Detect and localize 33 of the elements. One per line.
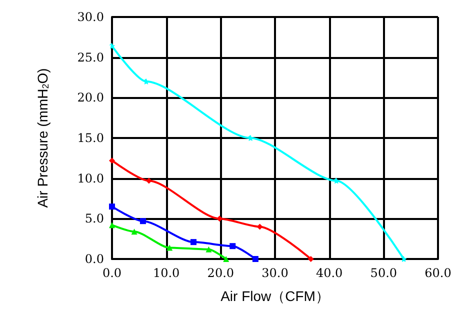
point bbox=[109, 158, 115, 164]
y-axis-title: Air Pressure (mmH2O) bbox=[34, 68, 50, 208]
point bbox=[308, 256, 314, 262]
x-axis-title: Air Flow（CFM） bbox=[220, 288, 330, 304]
x-tick-label: 40.0 bbox=[316, 266, 343, 280]
y-tick-label: 30.0 bbox=[77, 10, 104, 24]
point bbox=[248, 135, 254, 141]
y-tick-label: 0.0 bbox=[84, 252, 104, 266]
point bbox=[146, 178, 152, 184]
point bbox=[109, 222, 115, 228]
x-tick-label: 10.0 bbox=[152, 266, 180, 280]
y-tick-label: 10.0 bbox=[77, 171, 104, 186]
x-tick-label: 50.0 bbox=[370, 266, 398, 280]
point bbox=[223, 256, 230, 262]
x-tick-label: 30.0 bbox=[262, 266, 288, 280]
point bbox=[230, 243, 236, 250]
y-tick-label: 20.0 bbox=[77, 90, 104, 105]
y-tick-label: 15.0 bbox=[77, 131, 104, 145]
x-tick-label: 60.0 bbox=[424, 266, 452, 280]
y-tick-label: 25.0 bbox=[77, 50, 104, 64]
point bbox=[206, 246, 212, 252]
point bbox=[166, 244, 173, 251]
point bbox=[109, 204, 115, 210]
point bbox=[252, 256, 258, 262]
point bbox=[190, 239, 196, 246]
point bbox=[400, 256, 407, 262]
x-tick-label: 0.0 bbox=[102, 266, 122, 280]
point bbox=[109, 43, 115, 50]
y-tick-label: 5.0 bbox=[84, 212, 104, 226]
x-tick-label: 20.0 bbox=[207, 266, 234, 280]
point bbox=[333, 178, 340, 184]
point bbox=[140, 218, 146, 224]
point bbox=[131, 228, 138, 235]
